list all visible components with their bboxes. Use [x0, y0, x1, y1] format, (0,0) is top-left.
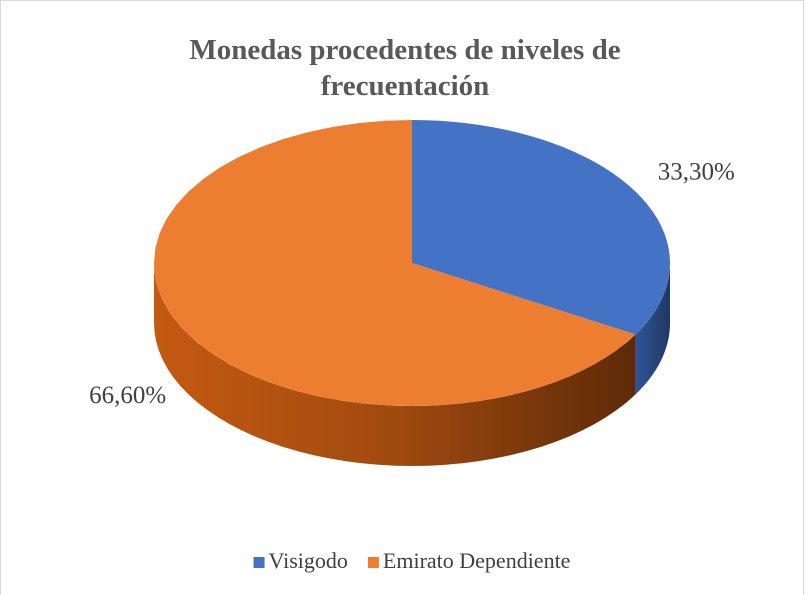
slice	[412, 120, 670, 335]
chart-title: Monedas procedentes de niveles de frecue…	[189, 34, 621, 102]
legend-label: Emirato Dependiente	[383, 548, 571, 573]
data-label: 33,30%	[658, 158, 735, 185]
data-label: 66,60%	[89, 382, 166, 409]
legend-label: Visigodo	[269, 548, 348, 573]
legend-swatch	[367, 557, 379, 568]
legend-swatch	[253, 557, 265, 568]
slice-side	[154, 263, 636, 466]
slice-side	[635, 263, 670, 395]
slice	[154, 120, 636, 406]
